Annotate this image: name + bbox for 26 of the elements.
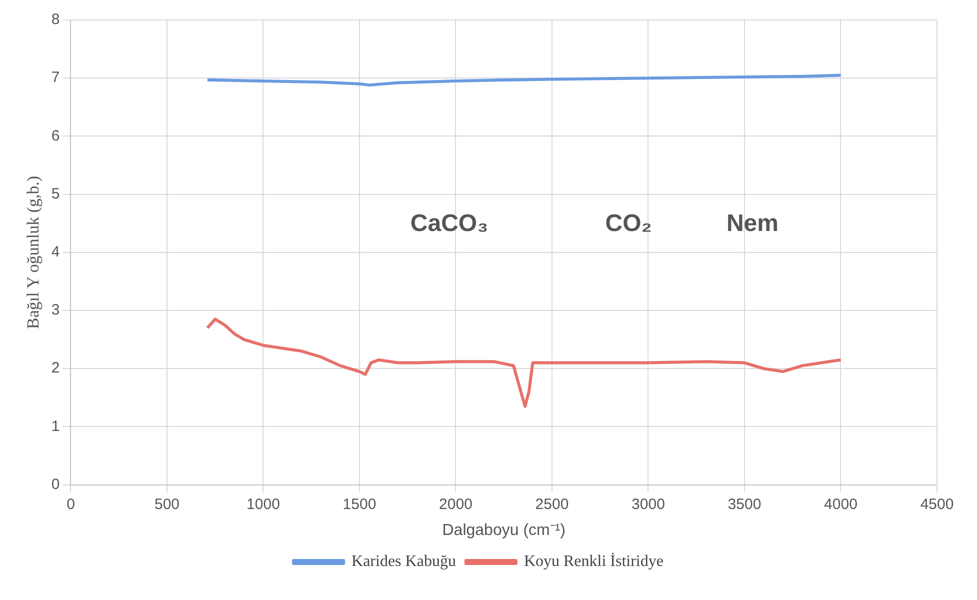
x-tick-label: 1500 bbox=[342, 496, 376, 513]
annotation: Nem bbox=[726, 210, 779, 238]
y-tick-label: 2 bbox=[51, 360, 60, 377]
legend-label: Karides Kabuğu bbox=[352, 553, 456, 570]
x-axis-title: Dalgaboyu (cm⁻¹) bbox=[442, 522, 566, 539]
y-tick-label: 1 bbox=[51, 418, 60, 435]
y-tick-label: 0 bbox=[51, 476, 60, 493]
legend-label: Koyu Renkli İstiridye bbox=[524, 552, 664, 570]
x-tick-label: 4000 bbox=[824, 496, 858, 513]
x-tick-label: 2500 bbox=[535, 496, 569, 513]
x-tick-label: 500 bbox=[154, 496, 180, 513]
y-tick-label: 7 bbox=[51, 69, 60, 86]
y-tick-label: 6 bbox=[51, 127, 60, 144]
x-tick-label: 3000 bbox=[632, 496, 665, 513]
x-tick-label: 1000 bbox=[246, 496, 280, 513]
x-tick-label: 3500 bbox=[728, 496, 762, 513]
x-tick-label: 2000 bbox=[439, 496, 472, 513]
y-axis-title: Bağıl Y oğunluk (g,b.) bbox=[24, 176, 43, 329]
x-tick-label: 0 bbox=[66, 496, 75, 513]
x-tick-label: 4500 bbox=[920, 496, 954, 513]
y-tick-label: 8 bbox=[51, 11, 60, 28]
y-tick-label: 5 bbox=[51, 185, 60, 202]
y-tick-label: 3 bbox=[51, 302, 60, 319]
y-tick-label: 4 bbox=[51, 244, 60, 261]
annotation: CO₂ bbox=[605, 210, 652, 238]
annotation: CaCO₃ bbox=[410, 210, 488, 238]
